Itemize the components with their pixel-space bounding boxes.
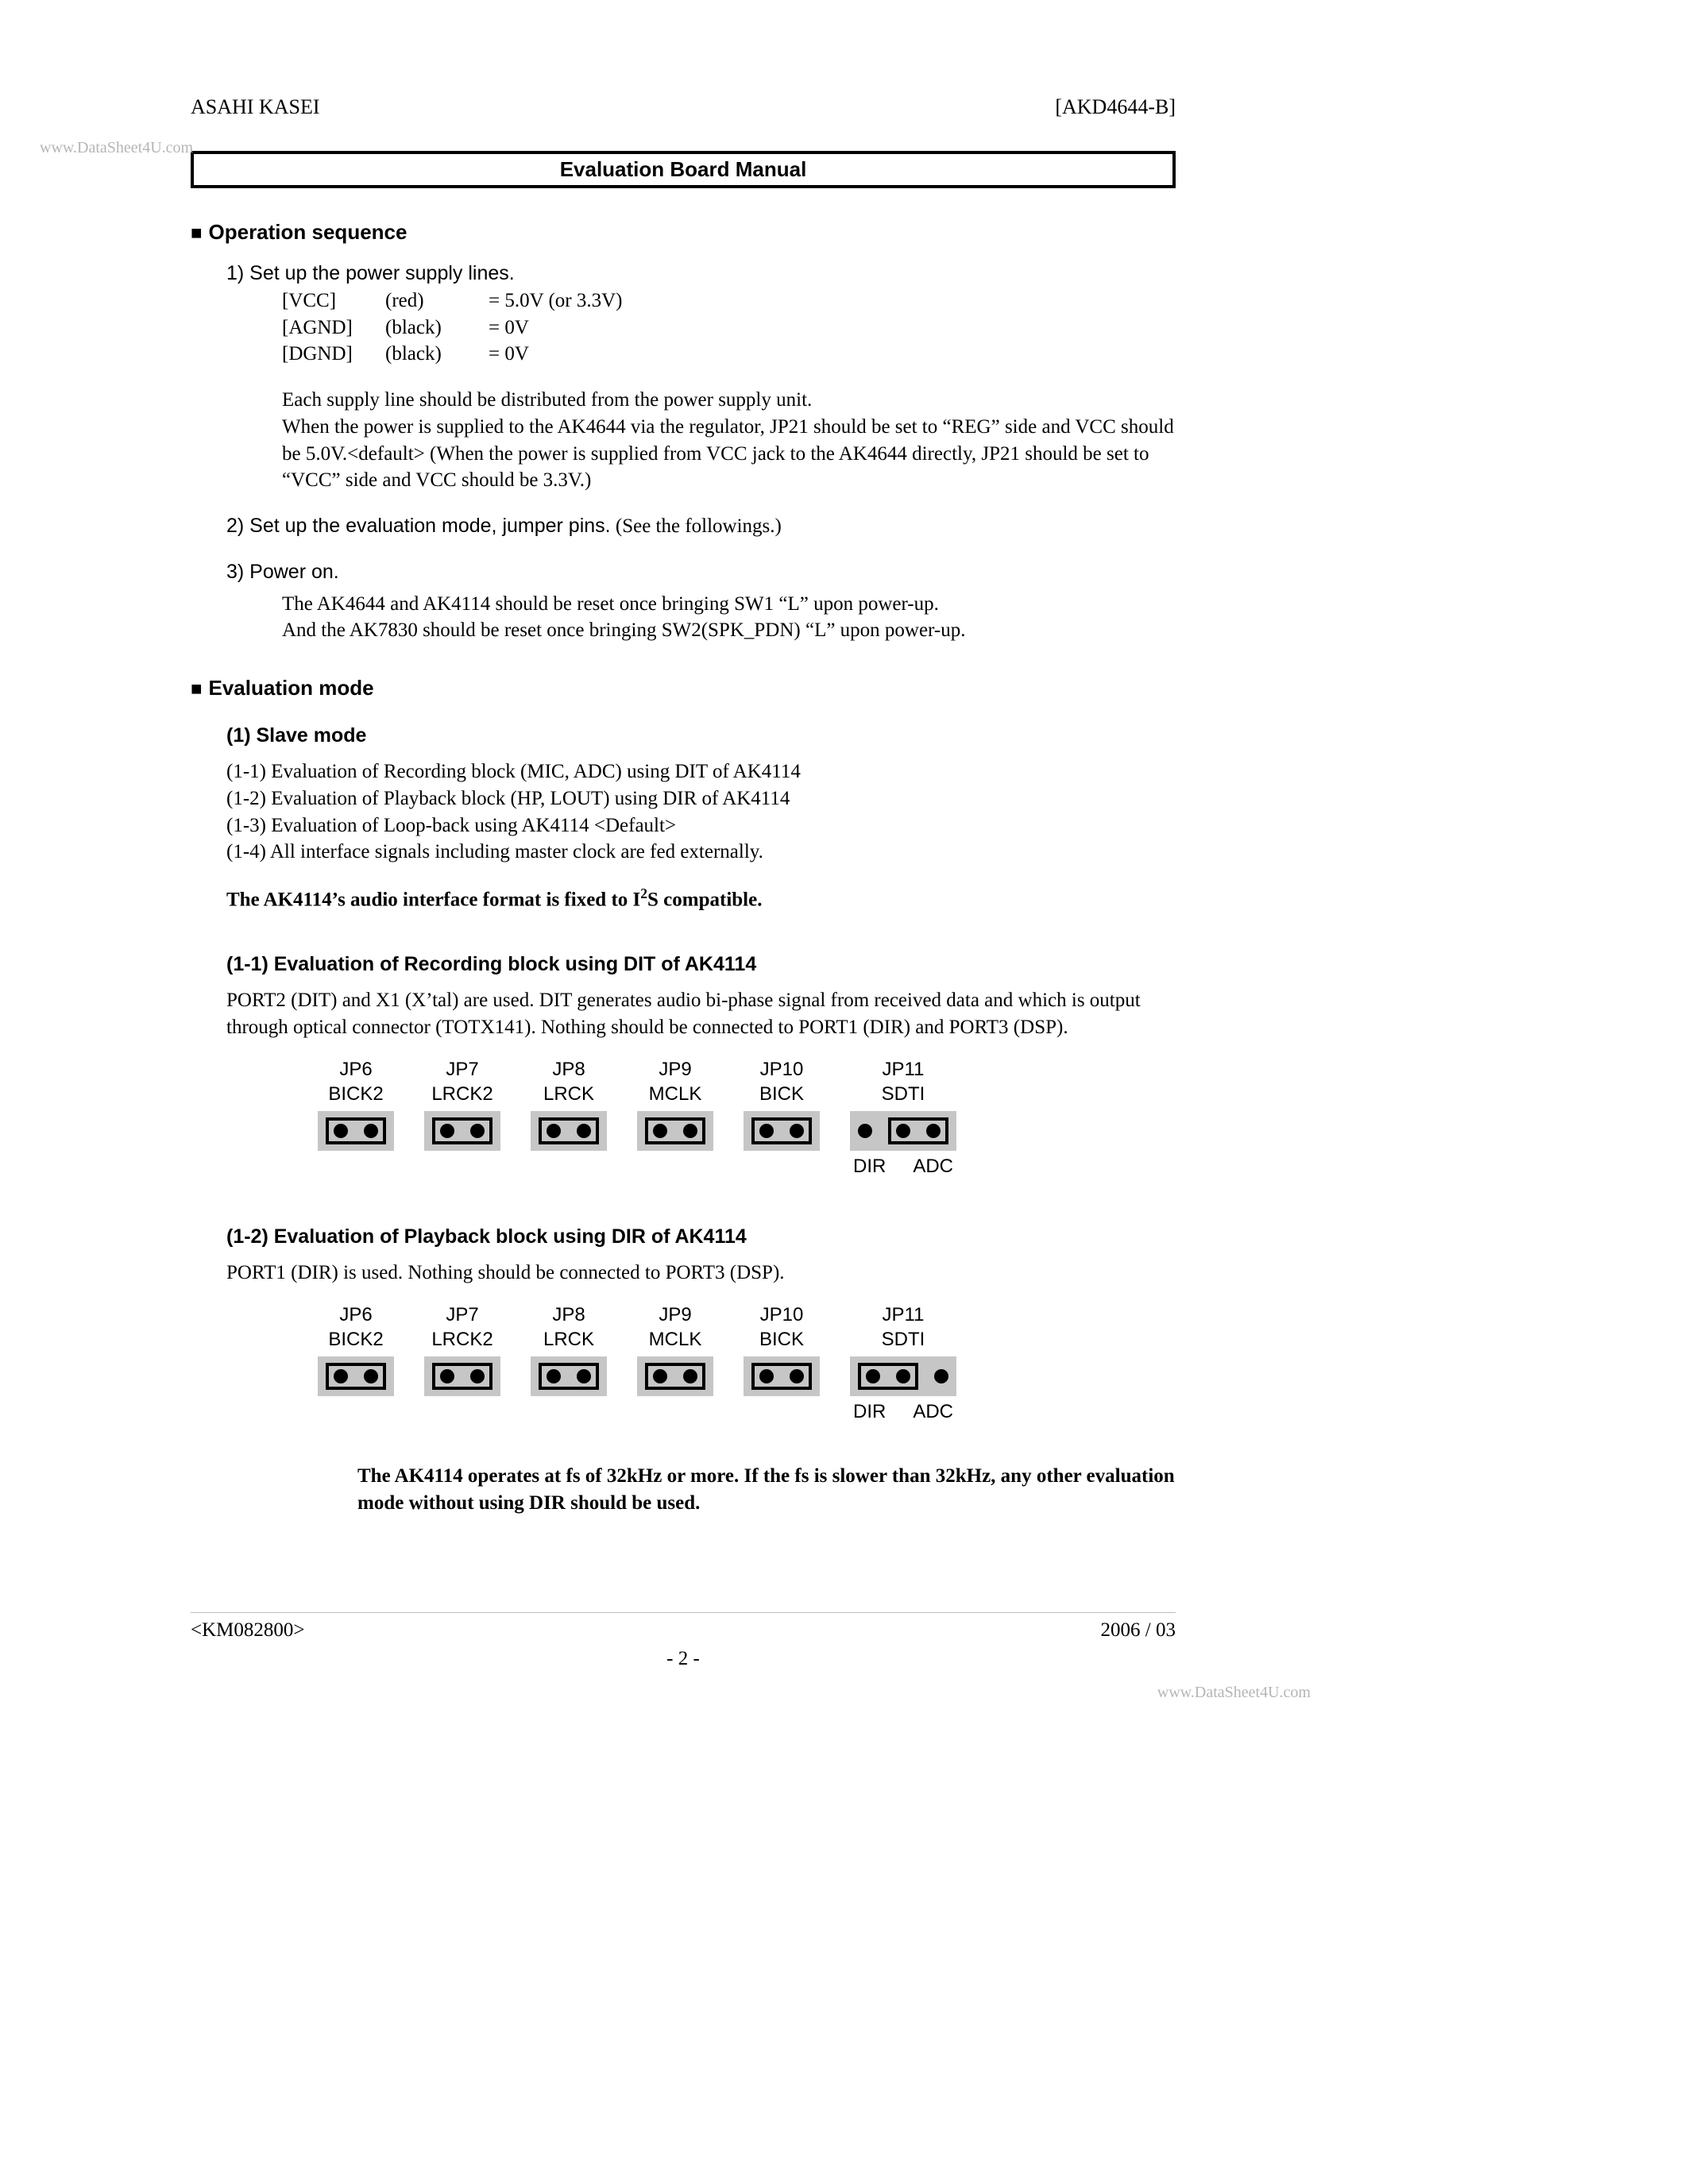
jumper-JP9: JP9MCLK — [637, 1302, 713, 1423]
note-i2s: The AK4114’s audio interface format is f… — [226, 885, 1176, 913]
footer-left: <KM082800> — [191, 1619, 304, 1642]
step1-para-b: When the power is supplied to the AK4644… — [282, 414, 1176, 494]
jumper-JP11: JP11SDTI DIRADC — [850, 1302, 956, 1423]
header-left: ASAHI KASEI — [191, 95, 320, 119]
footer-right: 2006 / 03 — [1101, 1619, 1176, 1642]
step2-tail: (See the followings.) — [611, 515, 782, 537]
jumper-JP8: JP8LRCK — [531, 1302, 607, 1423]
subhead-slave-mode: (1) Slave mode — [226, 724, 1176, 747]
para-1-2: PORT1 (DIR) is used. Nothing should be c… — [226, 1260, 1176, 1287]
note-fs: The AK4114 operates at fs of 32kHz or mo… — [357, 1463, 1176, 1517]
watermark-bottom: www.DataSheet4U.com — [1157, 1684, 1311, 1702]
eval-item: (1-1) Evaluation of Recording block (MIC… — [226, 758, 1176, 785]
step2-intro: 2) Set up the evaluation mode, jumper pi… — [226, 515, 611, 537]
jumper-JP7: JP7LRCK2 — [424, 1057, 500, 1178]
eval-item: (1-3) Evaluation of Loop-back using AK41… — [226, 812, 1176, 839]
jumper-row-1-1: JP6BICK2 JP7LRCK2 JP8LRCK JP9MCLK JP10BI… — [318, 1057, 1176, 1178]
jumper-JP6: JP6BICK2 — [318, 1302, 394, 1423]
subhead-1-2: (1-2) Evaluation of Playback block using… — [226, 1225, 1176, 1248]
jumper-JP7: JP7LRCK2 — [424, 1302, 500, 1423]
para-1-1: PORT2 (DIT) and X1 (X’tal) are used. DIT… — [226, 987, 1176, 1041]
jumper-JP9: JP9MCLK — [637, 1057, 713, 1178]
supply-row: [VCC] (red) = 5.0V (or 3.3V) — [282, 287, 1176, 314]
step1-para-a: Each supply line should be distributed f… — [282, 387, 1176, 414]
title-bar: Evaluation Board Manual — [191, 151, 1176, 188]
jumper-row-1-2: JP6BICK2 JP7LRCK2 JP8LRCK JP9MCLK JP10BI… — [318, 1302, 1176, 1423]
page-number: - 2 - — [191, 1648, 1176, 1670]
jumper-JP8: JP8LRCK — [531, 1057, 607, 1178]
step1-intro: 1) Set up the power supply lines. — [226, 262, 515, 284]
jumper-JP10: JP10BICK — [744, 1302, 820, 1423]
jumper-JP10: JP10BICK — [744, 1057, 820, 1178]
eval-item: (1-2) Evaluation of Playback block (HP, … — [226, 785, 1176, 812]
watermark-top: www.DataSheet4U.com — [40, 139, 193, 157]
jumper-JP11: JP11SDTI DIRADC — [850, 1057, 956, 1178]
subhead-1-1: (1-1) Evaluation of Recording block usin… — [226, 953, 1176, 976]
section-operation-sequence: Operation sequence — [191, 220, 1176, 245]
step3-intro: 3) Power on. — [226, 561, 339, 583]
jumper-JP6: JP6BICK2 — [318, 1057, 394, 1178]
section-evaluation-mode: Evaluation mode — [191, 676, 1176, 700]
header-right: [AKD4644-B] — [1055, 95, 1176, 119]
eval-item: (1-4) All interface signals including ma… — [226, 839, 1176, 866]
supply-row: [DGND] (black) = 0V — [282, 341, 1176, 368]
supply-row: [AGND] (black) = 0V — [282, 314, 1176, 341]
step3-para-b: And the AK7830 should be reset once brin… — [282, 617, 1176, 644]
step3-para-a: The AK4644 and AK4114 should be reset on… — [282, 591, 1176, 618]
